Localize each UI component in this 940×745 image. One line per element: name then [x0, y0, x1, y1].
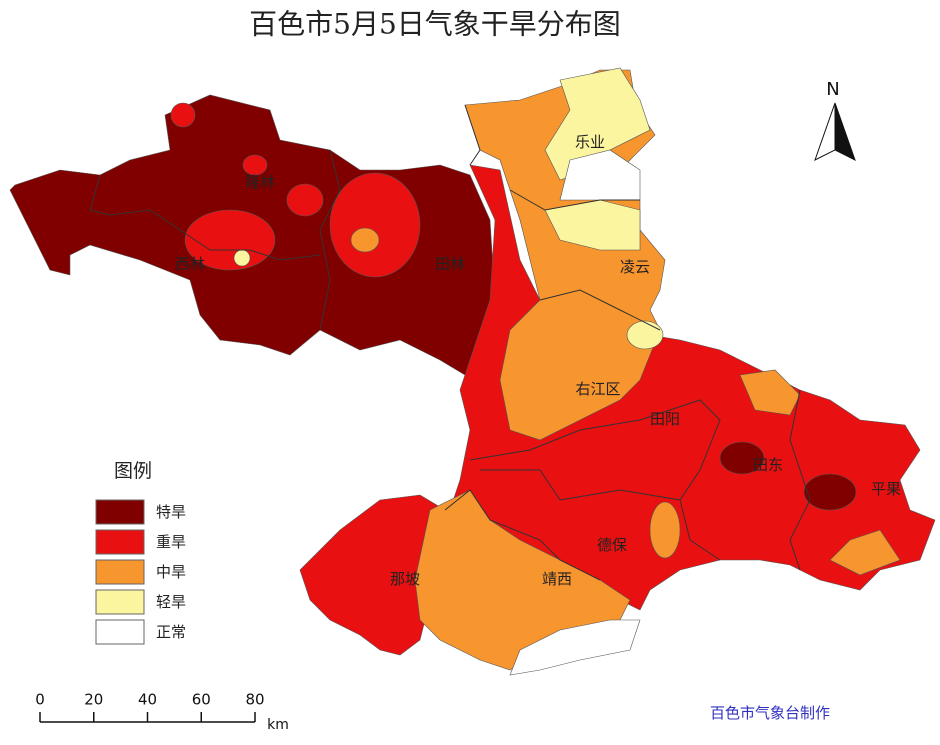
county-boundary [509, 189, 640, 211]
region-severe [184, 209, 276, 271]
credit: 百色市气象台制作 [710, 704, 830, 722]
legend-label: 轻旱 [156, 593, 186, 611]
place-label: 凌云 [620, 258, 650, 276]
region-severe [286, 183, 324, 217]
scale-tick-label: 0 [35, 691, 45, 709]
region-moderate [649, 501, 681, 559]
legend-label: 中旱 [156, 563, 186, 581]
legend-swatch [95, 499, 145, 525]
scale-tick-label: 80 [245, 691, 264, 709]
scale-bar: km 0 20 40 60 80 [35, 691, 289, 734]
place-label: 隆林 [245, 173, 275, 191]
county-boundary [444, 489, 601, 581]
region-moderate [739, 369, 801, 416]
legend-swatch [95, 589, 145, 615]
place-label: 靖西 [542, 570, 572, 588]
place-label: 田阳 [650, 410, 680, 428]
place-labels: 隆林 西林 田林 乐业 凌云 右江区 田阳 田东 平果 德保 那坡 靖西 [175, 133, 901, 588]
legend-swatch [95, 559, 145, 585]
place-label: 平果 [871, 480, 901, 498]
county-boundary [539, 289, 661, 331]
legend-label: 特旱 [156, 503, 186, 521]
region-mild [233, 249, 251, 267]
arrow-half [834, 102, 856, 161]
county-boundary [469, 399, 721, 561]
place-label: 西林 [175, 255, 205, 273]
region-severe [170, 102, 196, 128]
legend-label: 正常 [156, 623, 186, 641]
county-boundary [89, 174, 321, 261]
region-extreme [803, 473, 857, 511]
county-boundary [464, 104, 481, 166]
place-label: 田东 [753, 456, 783, 474]
place-label: 乐业 [575, 133, 605, 151]
region-moderate [350, 227, 380, 253]
place-label: 田林 [435, 255, 465, 273]
region-moderate [829, 529, 901, 576]
county-boundary [480, 469, 681, 501]
scale-unit: km [267, 717, 289, 733]
region-mild [626, 320, 664, 350]
place-label: 右江区 [575, 380, 620, 398]
scale-tick-label: 60 [192, 691, 211, 709]
region-severe [242, 154, 268, 176]
legend-swatch [95, 619, 145, 645]
scale-tick-label: 40 [138, 691, 157, 709]
north-label: N [826, 79, 839, 100]
scale-tick-label: 20 [84, 691, 103, 709]
drought-map [9, 67, 936, 676]
legend-swatch [95, 529, 145, 555]
legend-title: 图例 [114, 460, 152, 482]
region-normal [509, 619, 641, 676]
region-severe [329, 172, 421, 278]
county-boundary [789, 389, 811, 571]
north-arrow: N [814, 79, 856, 161]
place-label: 那坡 [390, 570, 420, 588]
region-extreme [719, 441, 765, 475]
place-label: 德保 [597, 536, 627, 554]
map-title: 百色市5月5日气象干旱分布图 [249, 8, 621, 41]
legend-label: 重旱 [156, 533, 186, 551]
county-boundary [319, 149, 341, 331]
